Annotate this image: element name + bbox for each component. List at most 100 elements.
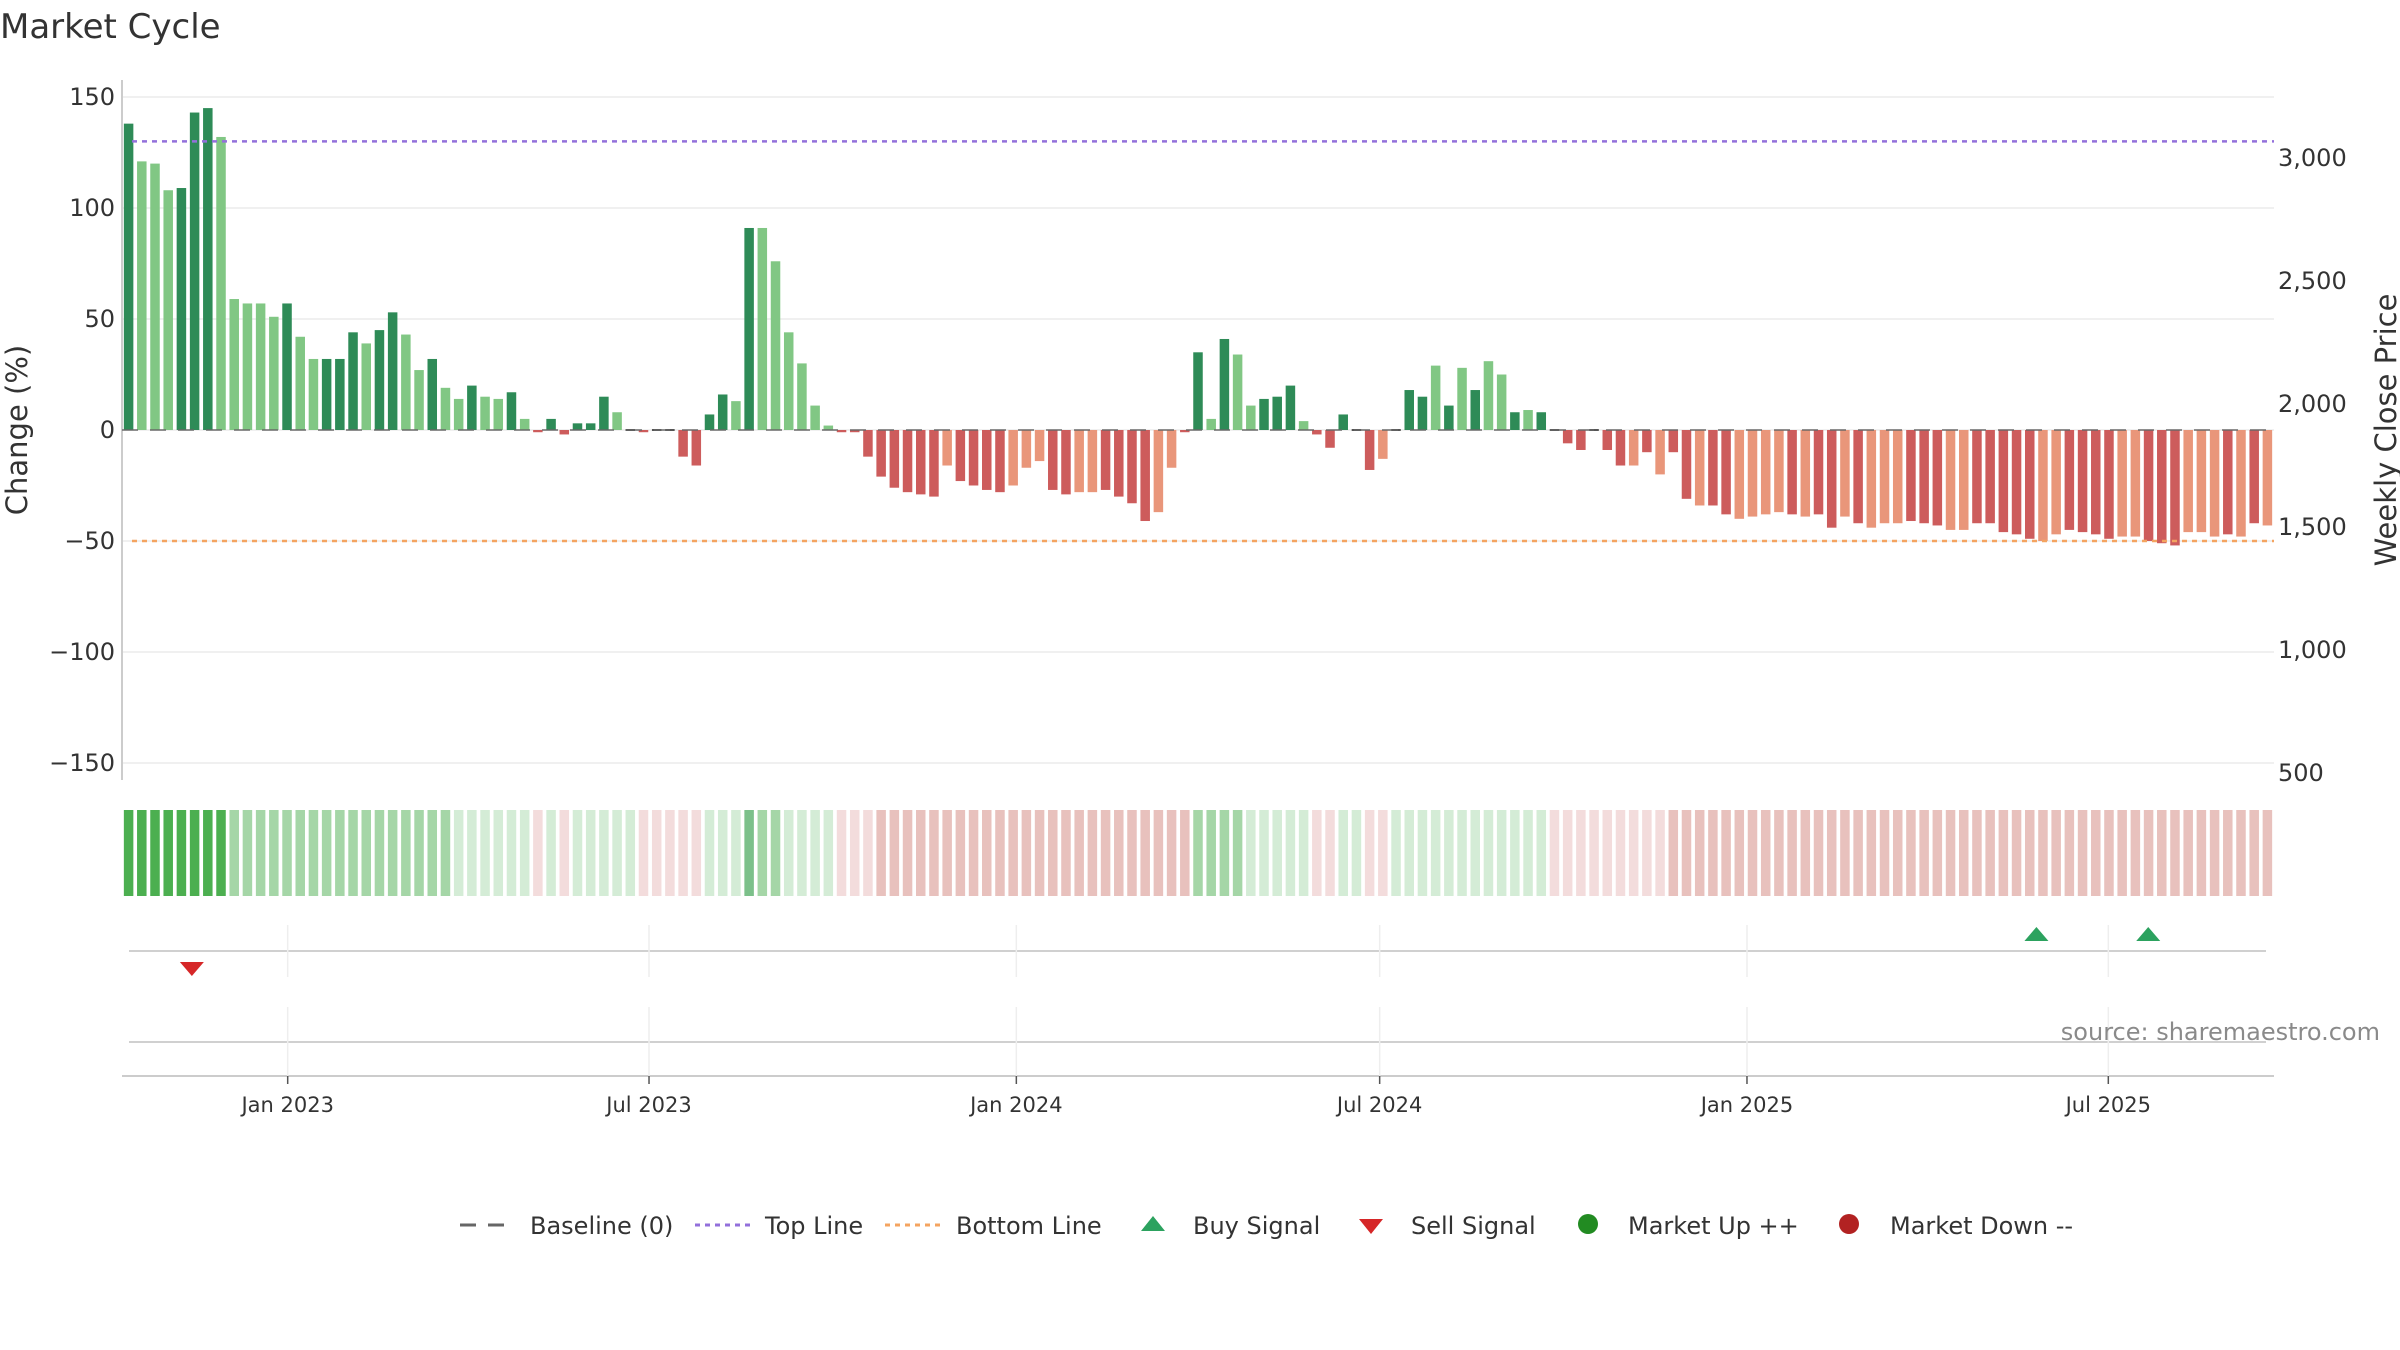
regime-cell [137,810,147,896]
bar [1206,418,1216,430]
bar [1602,430,1613,450]
regime-cell [757,810,768,896]
bar [2117,430,2127,537]
regime-cell [651,810,662,896]
regime-cell [2038,810,2048,896]
x-tick-label: Jan 2023 [239,1093,334,1117]
regime-cell [1193,810,1203,896]
regime-cell [1114,810,1124,896]
right-tick-label: 2,500 [2278,267,2347,295]
regime-cell [1391,810,1401,896]
right-tick-label: 1,500 [2278,513,2347,541]
regime-cell [1985,810,1995,896]
regime-cell [1034,810,1045,896]
regime-cell [1642,810,1652,896]
bar [968,430,979,486]
bar [1562,430,1573,444]
right-tick-label: 3,000 [2278,144,2347,172]
bar [1232,354,1243,430]
regime-cell [559,810,570,896]
bar [982,430,992,490]
regime-cell [691,810,702,896]
regime-cell [1008,810,1018,896]
change-bars [123,108,2273,546]
regime-cell [995,810,1005,896]
bar [1061,430,1071,495]
bar [2249,430,2259,524]
legend-market-up-dot-icon [1578,1214,1598,1234]
right-tick-label: 2,000 [2278,390,2347,418]
bar [1945,430,1956,530]
regime-cell [1206,810,1216,896]
regime-cell [335,810,345,896]
regime-cell [1998,810,2009,896]
bar [1879,430,1890,524]
regime-cell [203,810,213,896]
bar [506,392,517,430]
bar [440,387,451,430]
bar [137,161,147,430]
bar [863,430,873,457]
bar [519,418,530,430]
regime-cell [348,810,358,896]
bar [1166,430,1177,468]
regime-cell [1404,810,1414,896]
bar [321,358,332,430]
bar [1998,430,2009,533]
regime-cell [506,810,517,896]
right-tick-label: 500 [2278,759,2324,787]
regime-cell [282,810,292,896]
regime-cell [1048,810,1058,896]
bar [1325,430,1335,448]
bar [770,261,781,430]
regime-cell [2011,810,2022,896]
regime-cell [889,810,900,896]
bar [1338,414,1348,430]
sell-signal-marker [179,962,204,976]
regime-cell [1430,810,1441,896]
regime-cell [1523,810,1533,896]
regime-cell [982,810,992,896]
regime-cell [123,810,134,896]
regime-cell [493,810,504,896]
regime-cell [1496,810,1507,896]
regime-cell [1338,810,1348,896]
bar [1958,430,1969,530]
legend-baseline-label: Baseline (0) [530,1212,673,1240]
regime-cell [863,810,873,896]
bar [849,430,860,433]
regime-cell [1549,810,1560,896]
bar [2104,430,2114,539]
regime-cell [2236,810,2246,896]
regime-cell [2170,810,2180,896]
regime-cell [1140,810,1150,896]
regime-cell [810,810,820,896]
bar [150,163,160,430]
regime-cell [1285,810,1296,896]
regime-cell [189,810,200,896]
bar [1048,430,1058,490]
bar [1708,430,1718,506]
regime-cell [823,810,834,896]
regime-cell [2130,810,2141,896]
bar [414,370,424,430]
bar [2196,430,2207,533]
bar [1747,430,1758,517]
bar [361,343,371,430]
bar [401,334,411,430]
regime-cell [1787,810,1797,896]
bar [2025,430,2035,539]
regime-cell [242,810,253,896]
bar [546,418,556,430]
regime-cell [1483,810,1494,896]
bar [2143,430,2154,541]
legend-market-down-dot-icon [1839,1214,1859,1234]
regime-cell [665,810,675,896]
left-tick-label: 50 [84,305,115,333]
bar [1721,430,1731,515]
bar [1826,430,1837,528]
bar [559,430,570,435]
bar [2091,430,2101,535]
regime-cell [2262,810,2273,896]
bar [308,358,319,430]
